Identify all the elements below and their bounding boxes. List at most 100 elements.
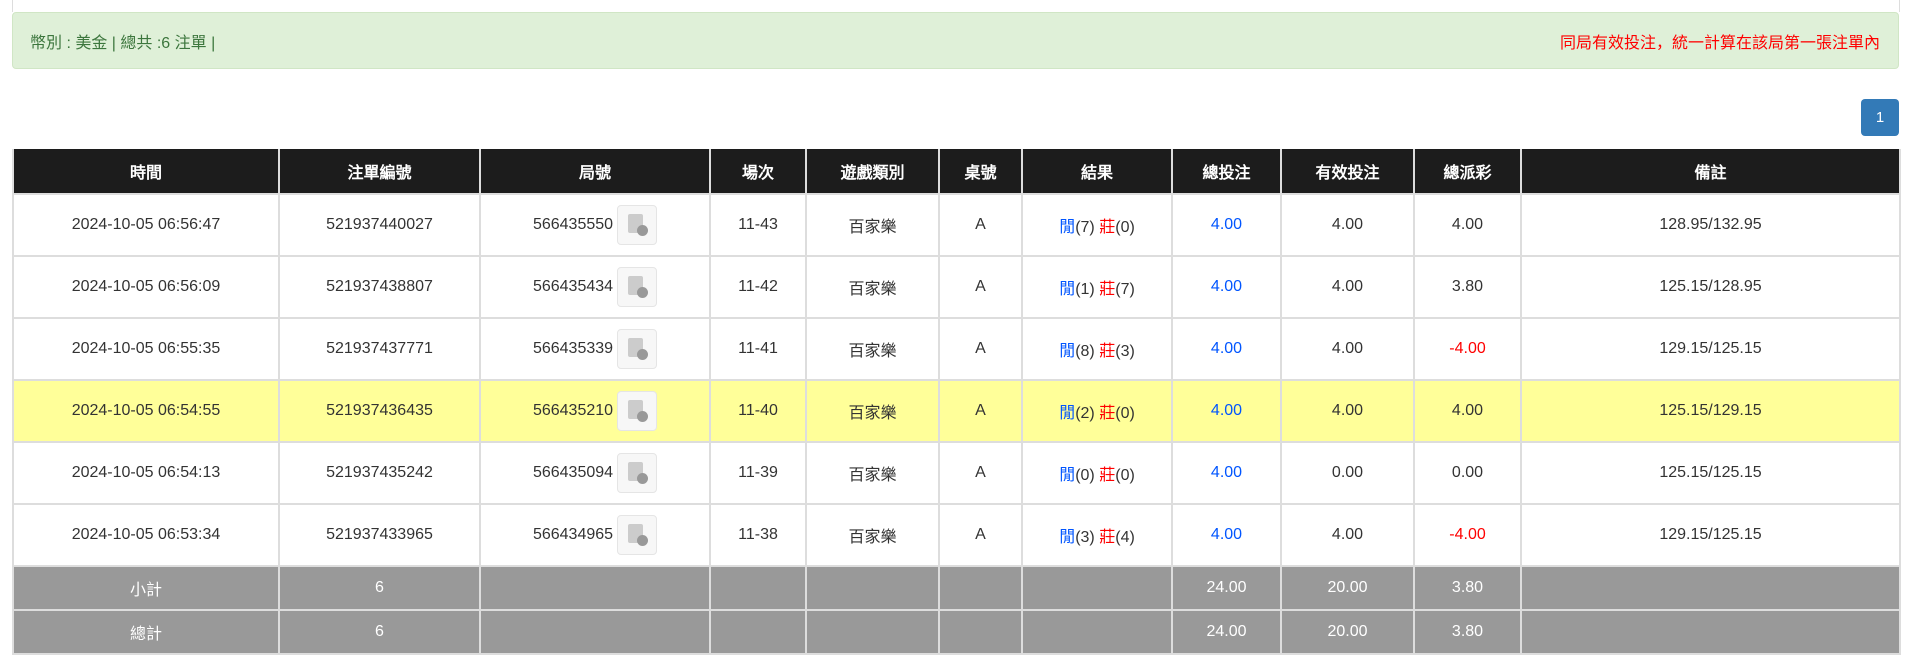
shoe-cell: 11-40 <box>709 379 807 443</box>
time-cell: 2024-10-05 06:56:09 <box>12 255 280 319</box>
round-cell: 566435094 <box>479 441 711 505</box>
game-cell: 百家樂 <box>805 193 940 257</box>
round-number: 566434965 <box>532 526 614 544</box>
bet-id-cell: 521937433965 <box>278 503 481 567</box>
banker-label: 莊 <box>1099 343 1116 360</box>
video-replay-icon[interactable] <box>617 205 658 245</box>
payout-cell: 4.00 <box>1413 379 1522 443</box>
banker-label: 莊 <box>1099 219 1116 236</box>
column-header: 時間 <box>12 149 280 194</box>
total-bet-cell[interactable]: 4.00 <box>1171 193 1282 257</box>
banker-label: 莊 <box>1099 467 1116 484</box>
valid-bet-cell: 0.00 <box>1280 441 1415 505</box>
column-header: 注單編號 <box>278 149 481 194</box>
column-header: 遊戲類別 <box>805 149 940 194</box>
result-cell: 閒(0) 莊(0) <box>1021 441 1173 505</box>
time-cell: 2024-10-05 06:56:47 <box>12 193 280 257</box>
summary-bar: 幣別 : 美金 | 總共 :6 注單 | 同局有效投注，統一計算在該局第一張注單… <box>12 12 1899 69</box>
banker-score: (0) <box>1115 467 1135 484</box>
column-header: 場次 <box>709 149 807 194</box>
total-bet-cell[interactable]: 4.00 <box>1171 255 1282 319</box>
time-cell: 2024-10-05 06:55:35 <box>12 317 280 381</box>
column-header: 總投注 <box>1171 149 1282 194</box>
player-score: (2) <box>1075 405 1095 422</box>
banker-score: (0) <box>1115 405 1135 422</box>
round-number: 566435210 <box>532 402 614 420</box>
table-cell: A <box>938 255 1023 319</box>
video-replay-icon[interactable] <box>617 515 658 555</box>
column-header: 結果 <box>1021 149 1173 194</box>
bet-id-cell: 521937438807 <box>278 255 481 319</box>
banker-score: (4) <box>1115 529 1135 546</box>
table-row: 2024-10-05 06:54:55 521937436435 5664352… <box>12 379 1901 443</box>
time-cell: 2024-10-05 06:54:13 <box>12 441 280 505</box>
player-label: 閒 <box>1059 219 1076 236</box>
bet-id-cell: 521937437771 <box>278 317 481 381</box>
bet-id-cell: 521937435242 <box>278 441 481 505</box>
subtotal-row: 小計 6 24.00 20.00 3.80 <box>12 565 1901 611</box>
player-score: (3) <box>1075 529 1095 546</box>
player-score: (0) <box>1075 467 1095 484</box>
total-bet-cell[interactable]: 4.00 <box>1171 503 1282 567</box>
game-cell: 百家樂 <box>805 255 940 319</box>
round-number: 566435550 <box>532 216 614 234</box>
round-cell: 566435339 <box>479 317 711 381</box>
player-label: 閒 <box>1059 467 1076 484</box>
payout-cell: 4.00 <box>1413 193 1522 257</box>
subtotal-count: 6 <box>278 565 481 611</box>
column-header: 有效投注 <box>1280 149 1415 194</box>
table-row: 2024-10-05 06:56:09 521937438807 5664354… <box>12 255 1901 319</box>
table-cell: A <box>938 379 1023 443</box>
notice-text: 同局有效投注，統一計算在該局第一張注單內 <box>1559 34 1880 52</box>
table-cell: A <box>938 441 1023 505</box>
bet-id-cell: 521937436435 <box>278 379 481 443</box>
shoe-cell: 11-38 <box>709 503 807 567</box>
round-cell: 566434965 <box>479 503 711 567</box>
banker-label: 莊 <box>1099 405 1116 422</box>
grandtotal-payout: 3.80 <box>1413 609 1522 655</box>
valid-bet-cell: 4.00 <box>1280 317 1415 381</box>
summary-text: 幣別 : 美金 | 總共 :6 注單 | <box>30 34 216 52</box>
payout-cell: 0.00 <box>1413 441 1522 505</box>
shoe-cell: 11-39 <box>709 441 807 505</box>
player-score: (7) <box>1075 219 1095 236</box>
total-bet-cell[interactable]: 4.00 <box>1171 441 1282 505</box>
page-1-button[interactable]: 1 <box>1861 99 1899 136</box>
table-row: 2024-10-05 06:53:34 521937433965 5664349… <box>12 503 1901 567</box>
grandtotal-total: 24.00 <box>1171 609 1282 655</box>
player-label: 閒 <box>1059 529 1076 546</box>
table-row: 2024-10-05 06:54:13 521937435242 5664350… <box>12 441 1901 505</box>
game-cell: 百家樂 <box>805 503 940 567</box>
note-cell: 125.15/129.15 <box>1520 379 1901 443</box>
table-cell: A <box>938 503 1023 567</box>
video-replay-icon[interactable] <box>617 267 658 307</box>
video-replay-icon[interactable] <box>617 453 658 493</box>
result-cell: 閒(7) 莊(0) <box>1021 193 1173 257</box>
total-bet-cell[interactable]: 4.00 <box>1171 317 1282 381</box>
round-number: 566435094 <box>532 464 614 482</box>
banker-score: (0) <box>1115 219 1135 236</box>
player-score: (1) <box>1075 281 1095 298</box>
player-label: 閒 <box>1059 281 1076 298</box>
table-header: 時間 注單編號 局號 場次 遊戲類別 桌號 結果 總投注 有效投注 總派彩 備註 <box>12 149 1901 194</box>
subtotal-valid: 20.00 <box>1280 565 1415 611</box>
table-row: 2024-10-05 06:56:47 521937440027 5664355… <box>12 193 1901 257</box>
grandtotal-valid: 20.00 <box>1280 609 1415 655</box>
shoe-cell: 11-42 <box>709 255 807 319</box>
payout-cell: -4.00 <box>1413 317 1522 381</box>
video-replay-icon[interactable] <box>617 329 658 369</box>
game-cell: 百家樂 <box>805 379 940 443</box>
total-bet-cell[interactable]: 4.00 <box>1171 379 1282 443</box>
banker-label: 莊 <box>1099 529 1116 546</box>
grandtotal-label: 總計 <box>12 609 280 655</box>
valid-bet-cell: 4.00 <box>1280 503 1415 567</box>
bet-id-cell: 521937440027 <box>278 193 481 257</box>
video-replay-icon[interactable] <box>617 391 658 431</box>
valid-bet-cell: 4.00 <box>1280 379 1415 443</box>
time-cell: 2024-10-05 06:54:55 <box>12 379 280 443</box>
note-cell: 125.15/128.95 <box>1520 255 1901 319</box>
round-cell: 566435550 <box>479 193 711 257</box>
note-cell: 128.95/132.95 <box>1520 193 1901 257</box>
banker-score: (7) <box>1115 281 1135 298</box>
payout-cell: -4.00 <box>1413 503 1522 567</box>
